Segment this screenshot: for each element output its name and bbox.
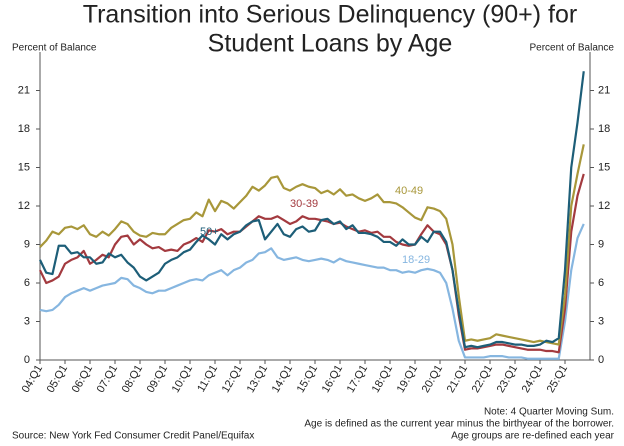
series-label: 50+ — [200, 226, 219, 238]
note: Age is defined as the current year minus… — [304, 419, 614, 430]
y-tick-label: 6 — [24, 277, 30, 289]
chart-title: Transition into Serious Delinquency (90+… — [83, 1, 577, 29]
source: Source: New York Fed Consumer Credit Pan… — [12, 431, 254, 442]
x-tick-label: 19:Q1 — [395, 363, 420, 395]
y2-tick-label: 12 — [598, 200, 610, 212]
y-axis-label: Percent of Balance — [12, 43, 97, 54]
y2-tick-label: 3 — [598, 315, 604, 327]
y-tick-label: 21 — [18, 84, 30, 96]
x-tick-label: 09:Q1 — [145, 363, 170, 395]
y-tick-label: 12 — [18, 200, 30, 212]
y-tick-label: 18 — [18, 123, 30, 135]
x-tick-label: 20:Q1 — [420, 363, 445, 395]
x-tick-label: 08:Q1 — [120, 363, 145, 395]
x-tick-label: 15:Q1 — [295, 363, 320, 395]
x-tick-label: 25:Q1 — [545, 363, 570, 395]
note: Note: 4 Quarter Moving Sum. — [484, 407, 614, 418]
y2-tick-label: 9 — [598, 238, 604, 250]
series-line — [39, 223, 585, 360]
y-tick-label: 9 — [24, 238, 30, 250]
x-tick-label: 11:Q1 — [195, 363, 220, 394]
x-tick-label: 22:Q1 — [470, 363, 495, 395]
note: Age groups are re-defined each year — [451, 431, 615, 442]
chart-title: Student Loans by Age — [208, 30, 453, 58]
y2-tick-label: 15 — [598, 161, 610, 173]
y2-axis-label: Percent of Balance — [530, 43, 615, 54]
y2-tick-label: 6 — [598, 277, 604, 289]
series-label: 40-49 — [395, 185, 423, 197]
y-tick-label: 0 — [24, 354, 30, 366]
x-tick-label: 23:Q1 — [495, 363, 520, 395]
x-tick-label: 05:Q1 — [45, 363, 70, 395]
x-tick-label: 10:Q1 — [170, 363, 195, 395]
series-line — [39, 71, 585, 349]
series-line — [39, 173, 585, 354]
x-tick-label: 21:Q1 — [445, 363, 470, 395]
y2-tick-label: 18 — [598, 123, 610, 135]
series-label: 18-29 — [402, 254, 430, 266]
x-tick-label: 12:Q1 — [220, 363, 245, 395]
x-tick-label: 07:Q1 — [95, 363, 120, 395]
y-tick-label: 3 — [24, 315, 30, 327]
x-tick-label: 24:Q1 — [520, 363, 545, 395]
x-tick-label: 13:Q1 — [245, 363, 270, 395]
x-tick-label: 14:Q1 — [270, 363, 295, 395]
y-tick-label: 15 — [18, 161, 30, 173]
y2-tick-label: 0 — [598, 354, 604, 366]
x-tick-label: 04:Q1 — [20, 363, 45, 395]
x-tick-label: 17:Q1 — [345, 363, 370, 395]
x-tick-label: 06:Q1 — [70, 363, 95, 395]
x-tick-label: 18:Q1 — [370, 363, 395, 395]
series-label: 30-39 — [290, 198, 318, 210]
y2-tick-label: 21 — [598, 84, 610, 96]
series-line — [39, 144, 585, 346]
x-tick-label: 16:Q1 — [320, 363, 345, 395]
